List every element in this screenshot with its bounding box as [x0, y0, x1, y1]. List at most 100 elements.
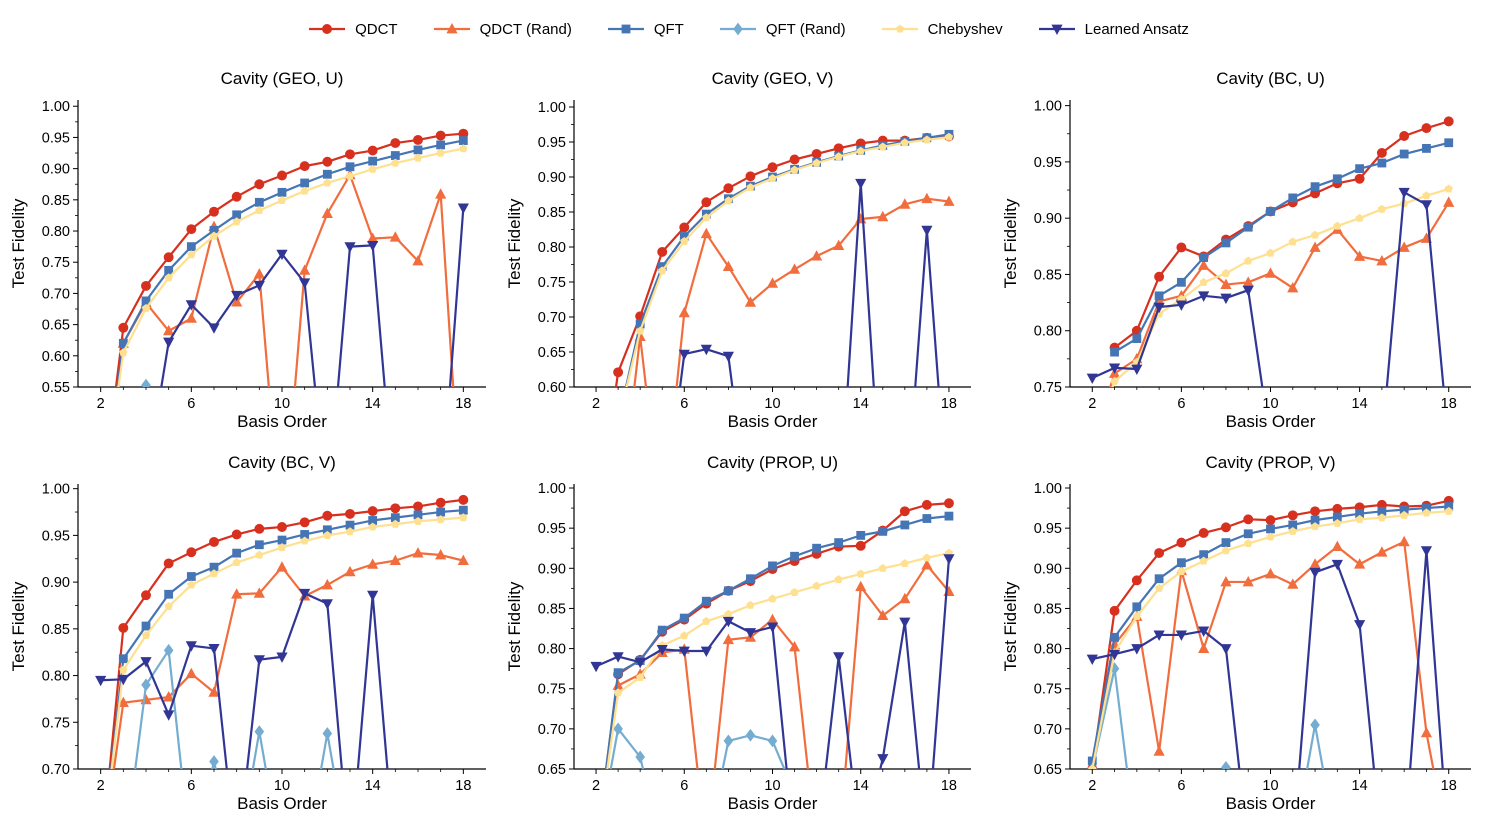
data-point [1333, 518, 1342, 527]
data-point [1377, 506, 1387, 516]
data-point [1242, 276, 1254, 287]
data-point [163, 252, 174, 263]
data-point [1198, 528, 1209, 538]
data-point [344, 242, 356, 253]
legend-item-qdct-rand: QDCT (Rand) [432, 21, 572, 38]
data-point [1309, 567, 1321, 579]
data-point [436, 507, 446, 517]
legend-marker-pentagon-icon [895, 24, 904, 33]
data-point [277, 543, 287, 552]
x-tick-label: 10 [1262, 778, 1278, 794]
data-point [1154, 548, 1165, 559]
chart-title: Cavity (BC, V) [228, 453, 336, 472]
data-point [255, 550, 264, 559]
data-point [299, 278, 311, 289]
data-point [458, 136, 468, 145]
data-point [391, 158, 400, 167]
data-point [1288, 520, 1298, 530]
data-point [231, 296, 243, 307]
data-point [1444, 184, 1453, 193]
y-tick-label: 1.00 [538, 481, 566, 497]
y-tick-label: 0.85 [538, 601, 566, 617]
data-point [833, 143, 844, 154]
y-tick-label: 0.60 [42, 349, 70, 365]
x-tick-label: 18 [941, 778, 957, 794]
data-point [1086, 654, 1098, 666]
y-tick-label: 1.00 [538, 100, 566, 116]
data-point [1176, 277, 1186, 287]
data-point [1332, 503, 1343, 514]
y-axis-label: Test Fidelity [505, 581, 524, 671]
data-point [1220, 293, 1232, 305]
data-point [701, 596, 711, 606]
x-axis-label: Basis Order [728, 794, 818, 813]
data-point [299, 161, 310, 172]
x-tick-label: 2 [592, 396, 600, 412]
plot-area [1086, 116, 1455, 387]
data-point [744, 628, 757, 639]
data-point [678, 349, 690, 361]
data-point [367, 506, 378, 517]
legend-swatch-qft-rand [719, 22, 756, 36]
data-point [322, 169, 332, 179]
data-point [209, 569, 219, 578]
series-line-qdct-rand [117, 173, 455, 387]
data-point [1244, 539, 1253, 547]
data-point [253, 587, 265, 598]
y-tick-label: 0.95 [538, 135, 566, 151]
data-point [163, 337, 175, 349]
data-point [368, 156, 378, 166]
data-point [856, 530, 866, 540]
data-point [855, 178, 867, 190]
data-point [1399, 149, 1409, 159]
data-point [1332, 174, 1342, 184]
data-point [186, 224, 197, 235]
data-point [1398, 187, 1410, 199]
legend-item-learned-ansatz: Learned Ansatz [1037, 21, 1189, 38]
y-tick-label: 0.75 [42, 715, 70, 731]
y-tick-label: 1.00 [1034, 99, 1062, 115]
data-point [459, 144, 468, 153]
series-line-learned-ansatz [100, 592, 389, 769]
data-point [390, 513, 400, 523]
x-tick-label: 14 [853, 778, 869, 794]
legend-item-qft: QFT [606, 21, 684, 38]
data-point [899, 506, 910, 517]
data-point [745, 728, 756, 742]
data-point [1288, 193, 1298, 203]
data-point [368, 522, 377, 531]
data-point [1444, 506, 1453, 515]
data-point [899, 617, 911, 629]
data-point [1198, 642, 1210, 653]
legend-item-qdct: QDCT [307, 21, 398, 38]
data-point [1153, 745, 1165, 756]
data-point [345, 162, 355, 172]
y-tick-label: 0.85 [42, 622, 70, 638]
x-tick-label: 2 [97, 396, 105, 412]
data-point [768, 561, 777, 571]
data-point [253, 280, 265, 292]
y-tick-label: 0.90 [42, 575, 70, 591]
series-chebyshev [606, 548, 954, 769]
data-point [768, 594, 777, 603]
data-point [833, 652, 845, 663]
plot-area [590, 498, 955, 769]
data-point [834, 538, 844, 548]
data-point [1220, 644, 1232, 655]
data-point [1420, 546, 1433, 557]
data-point [1110, 376, 1119, 385]
data-point [1309, 558, 1321, 569]
data-point [322, 156, 333, 167]
data-point [367, 232, 379, 243]
data-point [722, 260, 734, 271]
data-point [833, 239, 845, 250]
y-tick-label: 0.70 [42, 286, 70, 302]
y-tick-label: 0.65 [538, 345, 566, 361]
series-qft [109, 505, 468, 769]
data-point [1153, 302, 1165, 314]
data-point [788, 640, 801, 652]
data-point [899, 198, 911, 209]
data-point [163, 324, 175, 336]
data-point [1377, 158, 1387, 168]
